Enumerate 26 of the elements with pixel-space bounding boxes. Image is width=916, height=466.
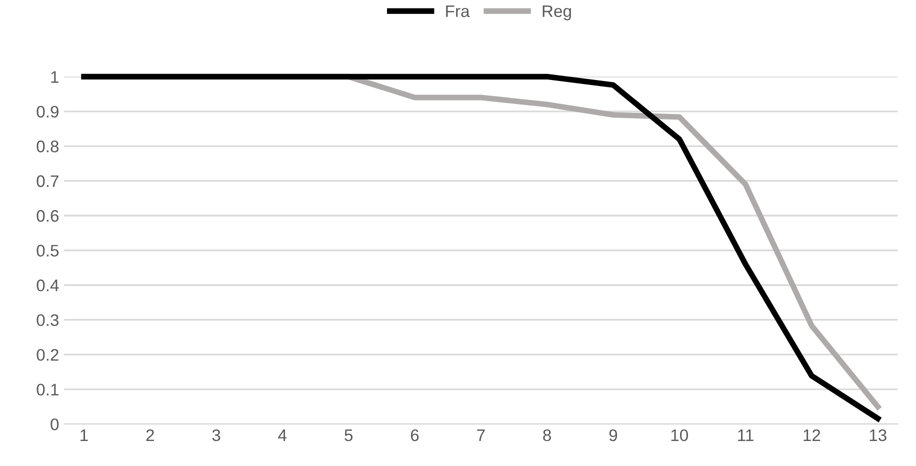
x-tick-label: 11 (738, 430, 754, 441)
y-tick-label: 0.5 (36, 244, 59, 257)
x-tick-label: 9 (609, 429, 618, 442)
y-tick-label: 0.1 (36, 384, 58, 396)
x-tick-label: 12 (804, 429, 820, 441)
legend-label: Fra (446, 5, 470, 18)
x-tick-label: 1 (80, 430, 88, 441)
y-tick-label: 0.7 (36, 175, 58, 188)
x-tick-label: 7 (477, 430, 485, 441)
x-tick-label: 2 (146, 429, 154, 441)
y-tick-label: 0.6 (36, 210, 59, 222)
x-tick-label: 4 (278, 430, 287, 441)
y-tick-label: 0.3 (36, 314, 59, 326)
y-tick-label: 0.2 (36, 348, 58, 361)
y-tick-label: 0.9 (36, 106, 58, 118)
x-tick-label: 6 (410, 429, 419, 442)
y-tick-label: 0.4 (36, 280, 59, 292)
x-tick-label: 10 (671, 429, 688, 442)
x-tick-label: 3 (212, 429, 220, 442)
y-tick-label: 0 (50, 418, 59, 430)
y-tick-label: 1 (51, 71, 58, 83)
legend-label: Reg (542, 5, 571, 20)
x-tick-label: 13 (870, 429, 886, 442)
y-tick-label: 0.8 (36, 140, 59, 152)
x-tick-label: 5 (344, 430, 353, 442)
x-tick-label: 8 (543, 429, 551, 442)
